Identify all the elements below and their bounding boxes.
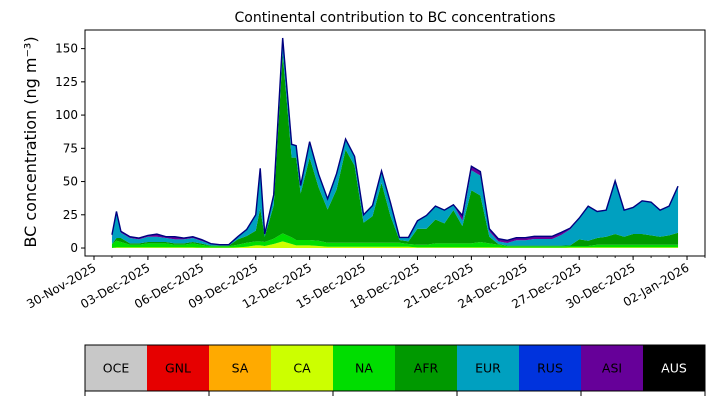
y-tick-label: 0 [70,241,78,255]
y-tick-label: 150 [55,42,78,56]
legend-label-gnl: GNL [165,361,191,376]
chart-title: Continental contribution to BC concentra… [234,10,555,26]
legend-swatch-aus [643,345,705,391]
legend-swatch-oce [85,345,147,391]
y-tick-label: 50 [63,175,78,189]
legend-frame [84,344,706,392]
legend: OCE GNL SA CA NA AFR EUR RUS ASI AUS [84,344,706,396]
legend-label-rus: RUS [537,361,563,376]
legend-label-asi: ASI [602,361,622,376]
legend-swatch-gnl [147,345,209,391]
plot-frame [84,29,706,257]
legend-label-aus: AUS [661,361,687,376]
y-axis-label: BC concentration (ng m⁻³) [21,36,40,247]
legend-swatch-asi [581,345,643,391]
legend-label-afr: AFR [414,361,439,376]
legend-swatch-sa [209,345,271,391]
legend-label-oce: OCE [103,361,130,376]
stacked-areas [111,37,679,249]
legend-swatch-ca [271,345,333,391]
legend-swatch-eur [457,345,519,391]
total-concentration-line [111,37,679,246]
area-na [111,233,679,249]
legend-label-ca: CA [293,361,311,376]
y-tick-label: 100 [55,108,78,122]
y-tick-label: 25 [63,208,78,222]
area-ca [111,241,679,249]
legend-label-sa: SA [232,361,249,376]
y-axis: 0 25 50 75 100 125 150 [55,42,85,255]
legend-swatch-afr [395,345,457,391]
area-eur [111,37,679,246]
legend-label-eur: EUR [475,361,501,376]
y-tick-label: 125 [55,75,78,89]
x-axis: 30-Nov-202503-Dec-202506-Dec-202509-Dec-… [24,256,706,311]
y-tick-label: 75 [63,141,78,155]
legend-label-na: NA [355,361,373,376]
legend-swatch-na [333,345,395,391]
legend-swatch-rus [519,345,581,391]
